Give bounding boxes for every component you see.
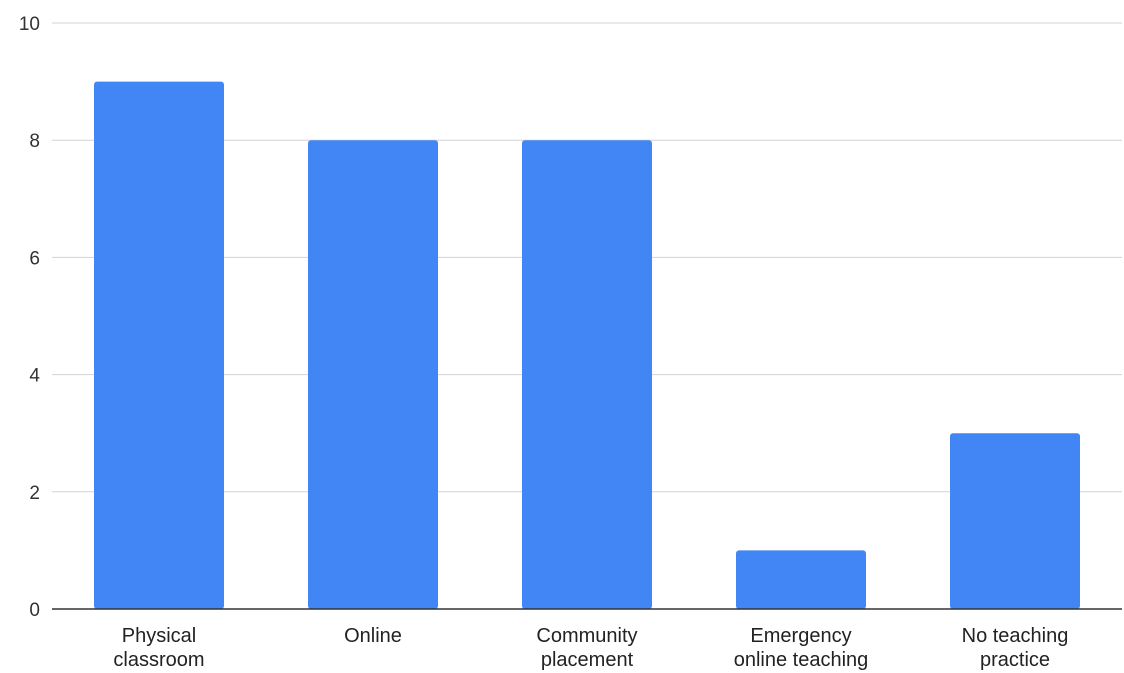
y-tick-label: 0 — [29, 600, 40, 621]
x-tick-label: No teaching practice — [962, 625, 1069, 671]
x-tick-label: Online — [344, 625, 402, 647]
bar-0 — [94, 81, 224, 610]
x-tick-label: Physical classroom — [113, 625, 204, 671]
bars — [94, 81, 1080, 610]
y-tick-labels: 0 2 4 6 8 10 — [19, 14, 41, 621]
y-tick-label: 2 — [29, 483, 40, 504]
y-tick-label: 8 — [29, 131, 40, 152]
x-tick-label-line: Community — [536, 625, 637, 647]
y-tick-label: 10 — [19, 14, 40, 35]
bar-2 — [522, 140, 652, 609]
x-tick-label-line: Emergency — [750, 625, 851, 647]
x-tick-label-line: Physical — [122, 625, 196, 647]
x-tick-labels: Physical classroom Online Community placemen… — [113, 625, 1068, 671]
x-tick-label-line: practice — [980, 649, 1050, 671]
y-tick-label: 6 — [29, 248, 40, 269]
x-tick-label-line: placement — [541, 649, 634, 671]
bar-1 — [308, 140, 438, 609]
bar-3 — [736, 550, 866, 609]
y-tick-label: 4 — [29, 366, 40, 387]
bar-4 — [950, 433, 1080, 609]
x-tick-label-line: Online — [344, 625, 402, 647]
x-tick-label: Community placement — [536, 625, 637, 671]
x-tick-label-line: No teaching — [962, 625, 1069, 647]
x-tick-label-line: classroom — [113, 649, 204, 671]
x-tick-label: Emergency online teaching — [734, 625, 869, 671]
x-tick-label-line: online teaching — [734, 649, 869, 671]
